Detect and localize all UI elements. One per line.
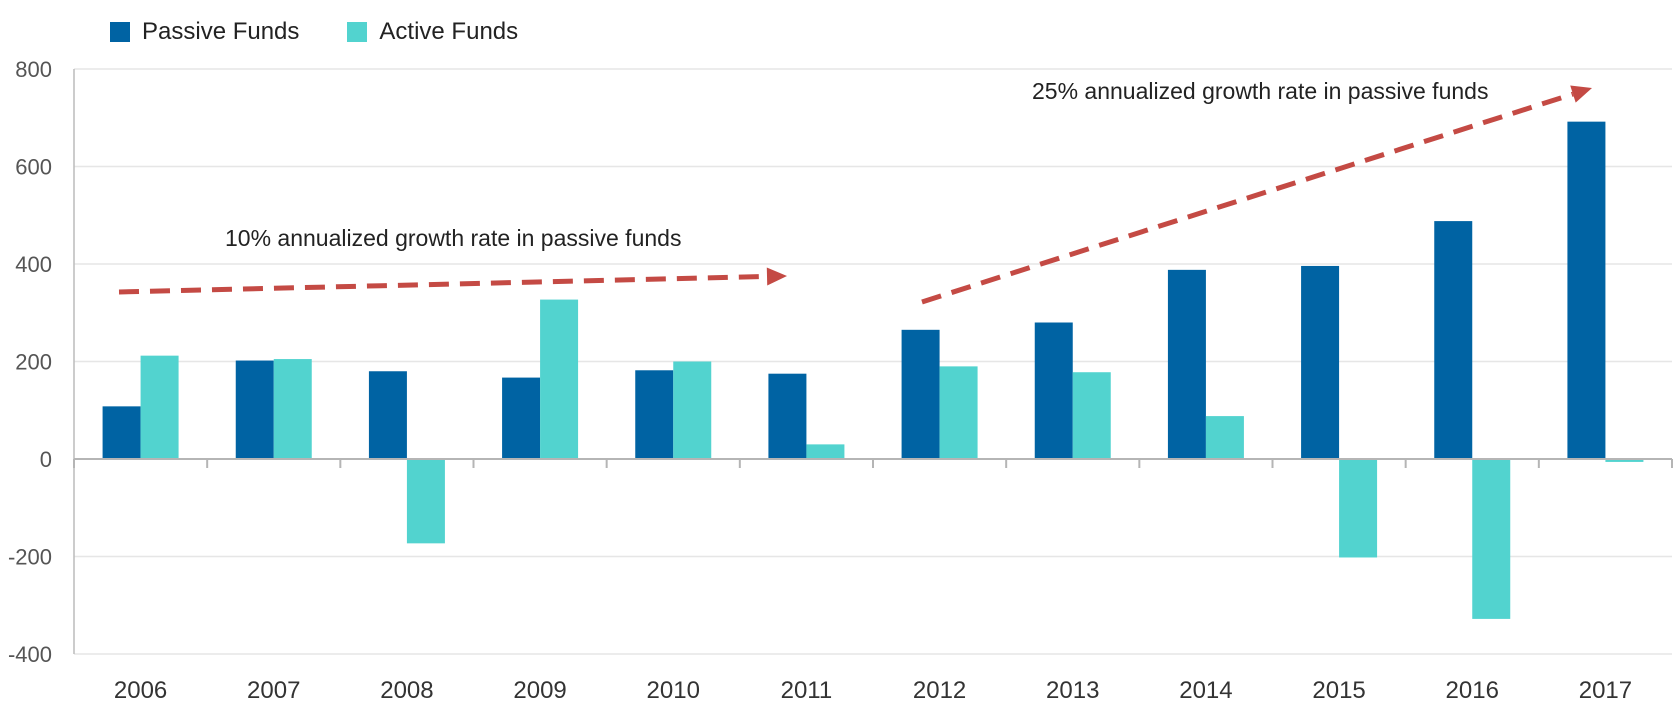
bar-active-2012 <box>939 366 978 459</box>
bar-active-2014 <box>1205 416 1244 459</box>
bar-active-2011 <box>806 444 845 459</box>
bar-passive-2015 <box>1301 265 1340 459</box>
bar-active-2007 <box>273 359 312 459</box>
bar-passive-2008 <box>368 371 407 459</box>
legend-swatch-active <box>347 22 368 42</box>
bar-active-2015 <box>1339 459 1378 558</box>
annotation-text-25pct: 25% annualized growth rate in passive fu… <box>1032 78 1488 104</box>
annotation-arrow-2006-2011-line <box>118 273 768 295</box>
y-tick-label: -400 <box>8 642 52 667</box>
y-tick-label: -200 <box>8 545 52 570</box>
x-tick-label: 2010 <box>647 677 700 704</box>
bar-active-2006 <box>140 355 179 459</box>
y-tick-label: 600 <box>15 155 52 180</box>
bar-passive-2009 <box>502 377 541 459</box>
x-tick-label: 2008 <box>380 677 433 704</box>
bar-active-2017 <box>1605 459 1644 462</box>
bar-passive-2014 <box>1167 269 1206 459</box>
x-tick-label: 2017 <box>1579 677 1632 704</box>
bar-active-2008 <box>406 459 445 544</box>
x-tick-label: 2014 <box>1179 677 1232 704</box>
bar-passive-2010 <box>635 370 674 459</box>
bar-passive-2007 <box>235 360 274 459</box>
legend-swatch-passive <box>110 22 130 42</box>
legend-label-passive: Passive Funds <box>142 18 300 45</box>
annotation-text-10pct: 10% annualized growth rate in passive fu… <box>225 225 681 251</box>
bar-active-2016 <box>1472 459 1511 619</box>
bar-passive-2016 <box>1434 221 1473 459</box>
y-tick-label: 0 <box>40 447 52 472</box>
bar-active-2009 <box>540 299 579 459</box>
bar-active-2013 <box>1072 372 1111 459</box>
x-tick-label: 2016 <box>1446 677 1499 704</box>
annotation-arrow-2006-2011-head <box>766 267 787 286</box>
legend-label-active: Active Funds <box>379 18 519 45</box>
legend-item-active: Active Funds <box>347 18 518 46</box>
x-tick-label: 2011 <box>781 677 833 704</box>
x-tick-label: 2007 <box>247 677 300 704</box>
x-tick-label: 2006 <box>114 677 167 704</box>
x-tick-label: 2009 <box>513 677 566 704</box>
y-tick-label: 400 <box>15 252 52 277</box>
legend: Passive Funds Active Funds <box>110 18 518 46</box>
bar-passive-2011 <box>768 373 807 459</box>
y-tick-label: 200 <box>15 350 52 375</box>
bar-active-2010 <box>673 361 712 459</box>
y-tick-label: 800 <box>15 57 52 82</box>
annotation-arrow-2012-2017-line <box>921 91 1574 305</box>
x-tick-label: 2012 <box>913 677 966 704</box>
bar-passive-2017 <box>1567 121 1606 460</box>
annotation-arrow-2012-2017-head <box>1570 85 1592 103</box>
bar-passive-2006 <box>102 406 141 459</box>
x-tick-label: 2015 <box>1312 677 1365 704</box>
legend-item-passive: Passive Funds <box>110 18 299 46</box>
bar-passive-2013 <box>1034 322 1073 459</box>
bar-passive-2012 <box>901 329 940 459</box>
x-tick-label: 2013 <box>1046 677 1099 704</box>
